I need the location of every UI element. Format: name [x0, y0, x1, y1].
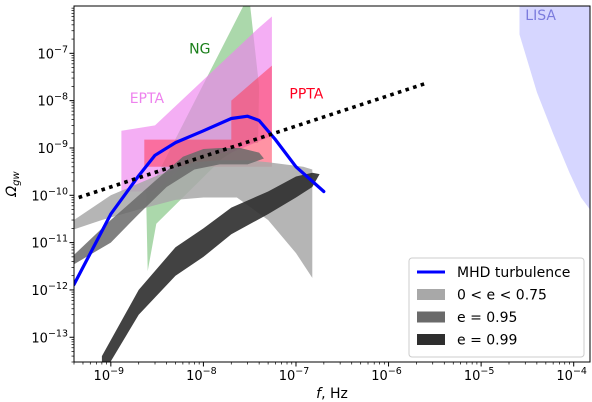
y-axis-label: Ωgw: [4, 171, 22, 198]
y-tick-label: 10−7: [37, 44, 68, 62]
legend: MHD turbulence 0 < e < 0.75 e = 0.95 e = 0.…: [408, 257, 585, 358]
region-band-e075: [74, 160, 313, 278]
x-tick-label: 10−4: [556, 366, 587, 384]
region-label-epta: EPTA: [130, 91, 165, 107]
legend-label-0-e-0-75: 0 < e < 0.75: [457, 288, 547, 304]
legend-label-mhd-turbulence: MHD turbulence: [457, 265, 570, 281]
region-label-ppta: PPTA: [289, 87, 323, 103]
region-lisa: [519, 6, 590, 210]
y-tick-label: 10−12: [31, 281, 68, 299]
legend-label-e-0-95: e = 0.95: [457, 310, 517, 326]
x-axis-label: f, Hz: [316, 386, 348, 402]
series-line-mhd-turbulence: [74, 114, 326, 287]
x-tick-label: 10−8: [186, 366, 217, 384]
y-tick-label: 10−10: [31, 186, 68, 204]
x-tick-label: 10−9: [94, 366, 125, 384]
legend-label-e-0-99: e = 0.99: [457, 333, 517, 349]
y-tick-label: 10−9: [37, 139, 68, 157]
plot-frame: [73, 5, 591, 363]
region-label-lisa: LISA: [525, 8, 556, 24]
y-tick-label: 10−13: [31, 328, 68, 346]
legend-swatch-e-0-99: [417, 334, 445, 345]
region-band-e095: [74, 148, 264, 265]
legend-swatch-e-0-95: [417, 311, 445, 323]
series-layer: [74, 81, 426, 287]
legend-swatch-0-e-0-75: [417, 289, 445, 300]
annotation-layer: LISA NG EPTA PPTA: [130, 8, 557, 107]
x-tick-label: 10−5: [464, 366, 495, 384]
x-tick-label: 10−7: [279, 366, 310, 384]
y-tick-label: 10−8: [37, 92, 68, 110]
region-band-e099: [101, 172, 320, 362]
y-tick-label: 10−11: [31, 234, 68, 252]
legend-box: [408, 257, 585, 358]
x-tick-label: 10−6: [371, 366, 402, 384]
dotted-line: [78, 81, 426, 200]
region-label-ng: NG: [189, 41, 210, 57]
